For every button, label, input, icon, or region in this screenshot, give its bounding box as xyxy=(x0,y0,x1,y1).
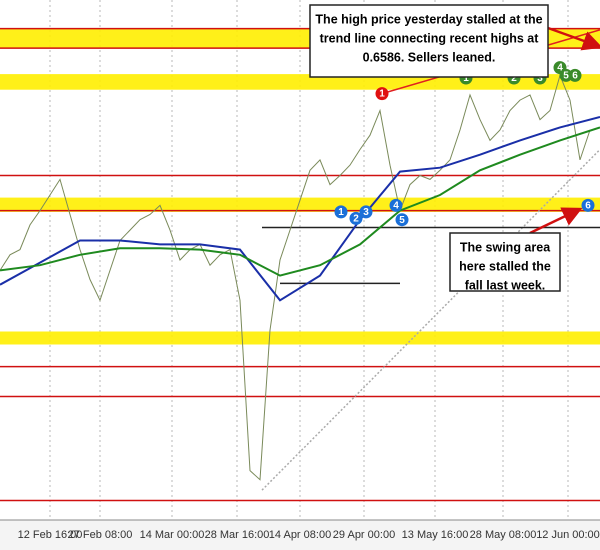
marker xyxy=(375,87,389,101)
annotation-text: The swing area xyxy=(460,240,551,254)
marker-label: 1 xyxy=(379,89,385,100)
marker xyxy=(395,213,409,227)
marker xyxy=(559,68,573,82)
marker xyxy=(334,205,348,219)
marker-label: 4 xyxy=(557,63,563,74)
annotation-text: here stalled the xyxy=(459,259,551,273)
arrow xyxy=(547,26,600,51)
series-line xyxy=(0,116,600,302)
x-tick-label: 14 Apr 08:00 xyxy=(269,529,331,541)
band xyxy=(0,197,600,212)
annotations: The high price yesterday stalled at the t… xyxy=(309,4,600,292)
x-tick-label: 12 Feb 16:00 xyxy=(18,529,83,541)
series-line xyxy=(0,73,591,481)
lines xyxy=(0,73,600,481)
annotation-text: trend line connecting recent highs at xyxy=(320,31,540,45)
x-tick-label: 12 Jun 00:00 xyxy=(536,529,600,541)
annotation-text: fall last week. xyxy=(465,278,546,292)
annotation-text: 0.6586. Sellers leaned. xyxy=(363,50,496,64)
band xyxy=(0,331,600,345)
marker xyxy=(389,198,403,212)
marker xyxy=(349,211,363,225)
arrow xyxy=(529,207,583,235)
annotation-box xyxy=(309,4,549,78)
marker-label: 1 xyxy=(338,207,344,218)
marker xyxy=(359,205,373,219)
series-line xyxy=(0,126,600,277)
marker-label: 3 xyxy=(363,207,369,218)
marker-label: 6 xyxy=(572,71,578,82)
marker-label: 5 xyxy=(563,71,569,82)
x-tick-label: 28 May 08:00 xyxy=(470,529,537,541)
x-axis-area xyxy=(0,520,600,550)
marker-label: 4 xyxy=(393,201,399,212)
marker xyxy=(568,68,582,82)
annotation-text: The high price yesterday stalled at the xyxy=(315,12,542,26)
marker-label: 1 xyxy=(463,73,469,84)
marker xyxy=(581,198,595,212)
x-tick-label: 27 Feb 08:00 xyxy=(68,529,133,541)
x-tick-label: 14 Mar 00:00 xyxy=(140,529,205,541)
marker-label: 6 xyxy=(585,201,591,212)
x-tick-label: 13 May 16:00 xyxy=(402,529,469,541)
marker-label: 3 xyxy=(537,73,543,84)
x-tick-label: 28 Mar 16:00 xyxy=(205,529,270,541)
marker-label: 5 xyxy=(399,215,405,226)
band xyxy=(0,74,600,90)
marker-label: 2 xyxy=(511,73,517,84)
annotation-box xyxy=(449,232,561,292)
marker-label: 2 xyxy=(353,214,359,225)
x-tick-label: 29 Apr 00:00 xyxy=(333,529,395,541)
